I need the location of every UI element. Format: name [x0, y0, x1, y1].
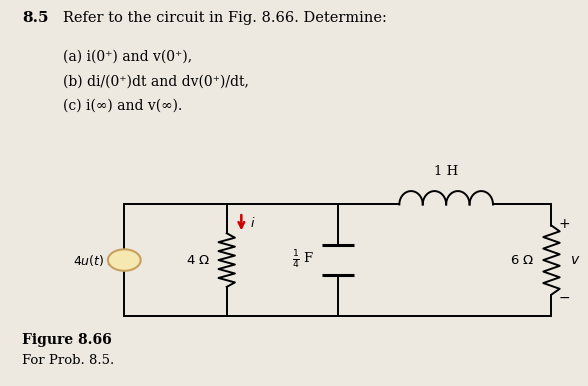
- Text: 8.5: 8.5: [22, 11, 48, 25]
- Text: $i$: $i$: [250, 216, 256, 230]
- Text: $v$: $v$: [570, 253, 580, 267]
- Text: $4u(t)$ A: $4u(t)$ A: [73, 252, 118, 267]
- Text: (b) di/(0⁺)dt and dv(0⁺)/dt,: (b) di/(0⁺)dt and dv(0⁺)/dt,: [63, 74, 249, 88]
- Text: (c) i(∞) and v(∞).: (c) i(∞) and v(∞).: [63, 99, 182, 113]
- Text: +: +: [559, 217, 570, 231]
- Text: $4\ \Omega$: $4\ \Omega$: [186, 254, 211, 267]
- Text: $\frac{1}{4}$ F: $\frac{1}{4}$ F: [292, 249, 315, 271]
- Text: $6\ \Omega$: $6\ \Omega$: [510, 254, 534, 267]
- Text: $-$: $-$: [558, 290, 570, 303]
- Text: (a) i(0⁺) and v(0⁺),: (a) i(0⁺) and v(0⁺),: [63, 49, 192, 63]
- Text: Refer to the circuit in Fig. 8.66. Determine:: Refer to the circuit in Fig. 8.66. Deter…: [63, 11, 387, 25]
- Text: For Prob. 8.5.: For Prob. 8.5.: [22, 354, 114, 367]
- Text: Figure 8.66: Figure 8.66: [22, 333, 112, 347]
- Text: 1 H: 1 H: [434, 165, 458, 178]
- Circle shape: [108, 249, 141, 271]
